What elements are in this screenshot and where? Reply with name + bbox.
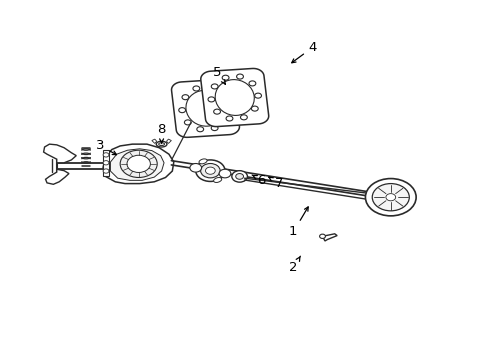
Circle shape <box>182 95 188 100</box>
Circle shape <box>103 161 109 165</box>
Ellipse shape <box>215 80 254 116</box>
Circle shape <box>103 169 109 173</box>
Text: 7: 7 <box>268 177 282 190</box>
Circle shape <box>222 117 228 122</box>
Circle shape <box>231 171 247 182</box>
Circle shape <box>251 106 258 111</box>
Circle shape <box>219 169 230 178</box>
Polygon shape <box>166 139 171 143</box>
Circle shape <box>195 160 224 181</box>
Ellipse shape <box>199 159 207 164</box>
Text: 8: 8 <box>157 123 165 143</box>
Circle shape <box>211 84 218 89</box>
Text: 5: 5 <box>213 66 225 84</box>
Circle shape <box>385 194 395 201</box>
Polygon shape <box>171 79 239 137</box>
Circle shape <box>120 150 157 177</box>
Circle shape <box>225 104 232 109</box>
Text: 4: 4 <box>291 41 316 63</box>
Ellipse shape <box>156 141 166 147</box>
Circle shape <box>219 92 226 97</box>
Circle shape <box>236 74 243 79</box>
Circle shape <box>207 85 214 90</box>
Circle shape <box>225 116 232 121</box>
Polygon shape <box>322 234 336 241</box>
Circle shape <box>127 155 150 172</box>
Polygon shape <box>103 144 173 184</box>
Circle shape <box>248 81 255 86</box>
Text: 3: 3 <box>96 139 116 155</box>
Circle shape <box>365 179 415 216</box>
Polygon shape <box>103 149 109 176</box>
Ellipse shape <box>185 90 224 126</box>
Circle shape <box>240 115 247 120</box>
Circle shape <box>189 163 201 172</box>
Text: 2: 2 <box>288 256 300 274</box>
Circle shape <box>193 86 200 91</box>
Circle shape <box>254 93 261 98</box>
Polygon shape <box>110 149 163 180</box>
Circle shape <box>200 163 220 178</box>
Circle shape <box>103 153 109 157</box>
Circle shape <box>211 126 218 131</box>
Circle shape <box>235 174 243 179</box>
Polygon shape <box>152 139 157 143</box>
Circle shape <box>179 108 185 113</box>
Circle shape <box>213 109 220 114</box>
Circle shape <box>205 167 215 174</box>
Ellipse shape <box>213 177 221 183</box>
Circle shape <box>222 75 228 80</box>
Circle shape <box>207 97 214 102</box>
Circle shape <box>184 120 191 125</box>
Circle shape <box>196 127 203 132</box>
Ellipse shape <box>158 143 164 145</box>
Circle shape <box>319 234 325 238</box>
Polygon shape <box>45 169 69 184</box>
Polygon shape <box>43 144 76 163</box>
Text: 1: 1 <box>288 207 307 238</box>
Text: 6: 6 <box>252 174 265 186</box>
Polygon shape <box>201 68 268 127</box>
Circle shape <box>371 184 408 211</box>
